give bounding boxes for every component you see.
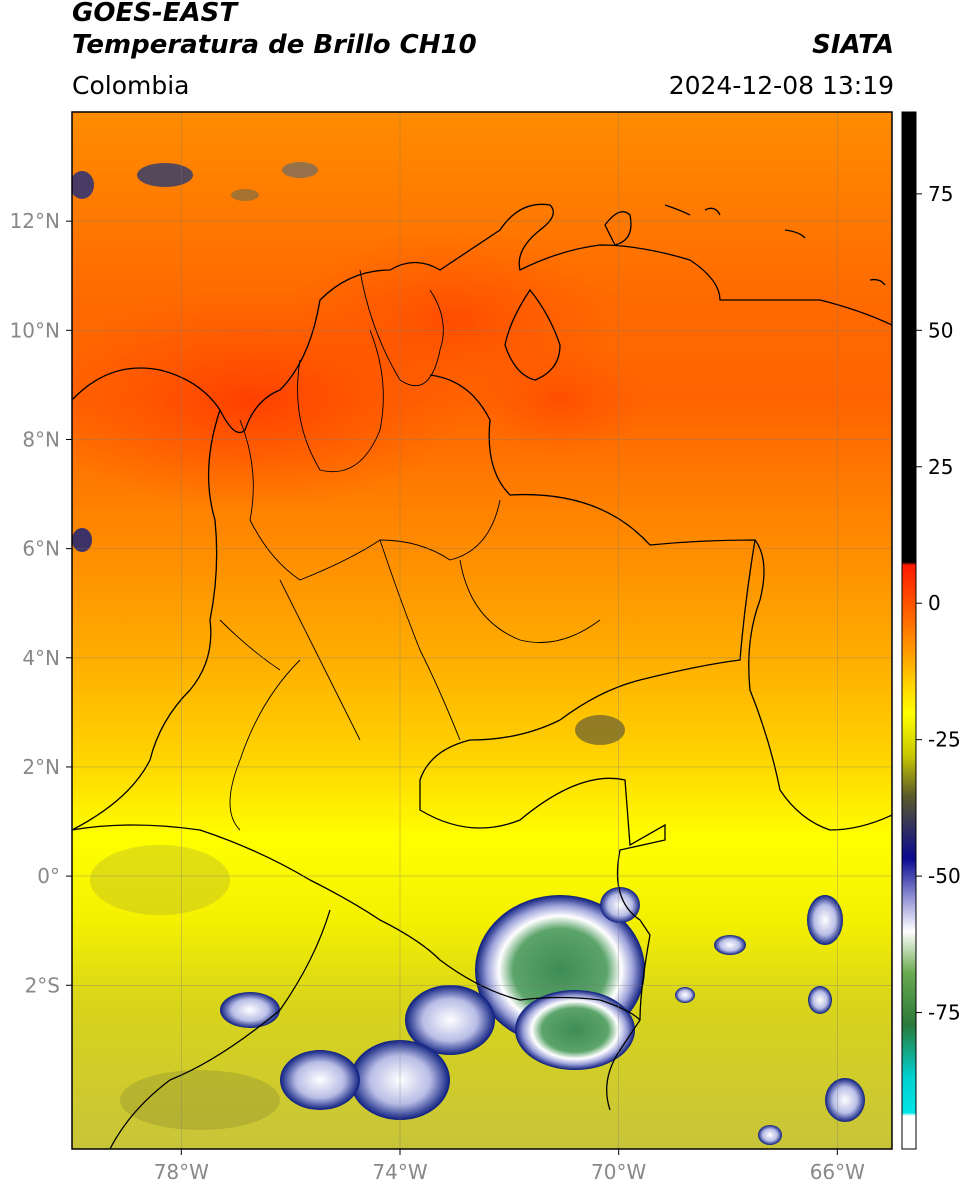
lake-maracaibo — [504, 288, 561, 381]
graticule — [72, 112, 892, 1149]
boundaries — [72, 203, 892, 1149]
colorbar-tick-label: 50 — [928, 318, 953, 342]
colorbar-tick-label: 75 — [928, 182, 953, 206]
lat-tick-label: 2°N — [22, 755, 60, 779]
agency-label: SIATA — [812, 30, 894, 60]
lon-tick-label: 74°W — [372, 1160, 427, 1184]
department-lines — [219, 269, 601, 831]
satellite-title: GOES-EAST — [72, 0, 238, 28]
islands — [604, 204, 886, 286]
plot-frame — [71, 111, 893, 1150]
lat-tick-label: 4°N — [22, 646, 60, 670]
colombia-brazil-border — [419, 719, 666, 1111]
peru-ecuador-border — [109, 909, 331, 1149]
lat-tick-label: 10°N — [10, 318, 60, 342]
lon-tick-label: 66°W — [810, 1160, 865, 1184]
longitude-ticks: 78°W 74°W 70°W 66°W — [154, 1149, 865, 1184]
colorbar-tick-label: 25 — [928, 455, 953, 479]
lat-tick-label: 12°N — [10, 209, 60, 233]
lon-tick-label: 78°W — [154, 1160, 209, 1184]
colorbar-tick-label: -25 — [928, 728, 961, 752]
lon-tick-label: 70°W — [591, 1160, 646, 1184]
colorbar-tick-label: -50 — [928, 864, 961, 888]
colombia-venezuela-border — [429, 374, 756, 721]
lat-tick-label: 6°N — [22, 537, 60, 561]
pacific-coastline — [72, 409, 221, 831]
colombia-ecuador-peru-border — [72, 824, 641, 1021]
lat-tick-label: 2°S — [25, 973, 60, 997]
colorbar-tick-label: -75 — [928, 1001, 961, 1025]
colorbar-ticks: 75 50 25 0 -25 -50 -75 — [916, 182, 961, 1025]
timestamp-label: 2024-12-08 13:19 — [668, 71, 894, 100]
venezuela-brazil-border — [748, 539, 892, 831]
caribbean-coastline — [72, 203, 892, 434]
colorbar — [901, 111, 917, 1150]
lat-tick-label: 0° — [37, 864, 60, 888]
region-label: Colombia — [72, 71, 190, 100]
temperature-field — [72, 112, 892, 1149]
colorbar-tick-label: 0 — [928, 591, 941, 615]
latitude-ticks: 12°N 10°N 8°N 6°N 4°N 2°N 0° 2°S — [10, 209, 72, 997]
product-title: Temperatura de Brillo CH10 — [72, 30, 477, 60]
lat-tick-label: 8°N — [22, 427, 60, 451]
